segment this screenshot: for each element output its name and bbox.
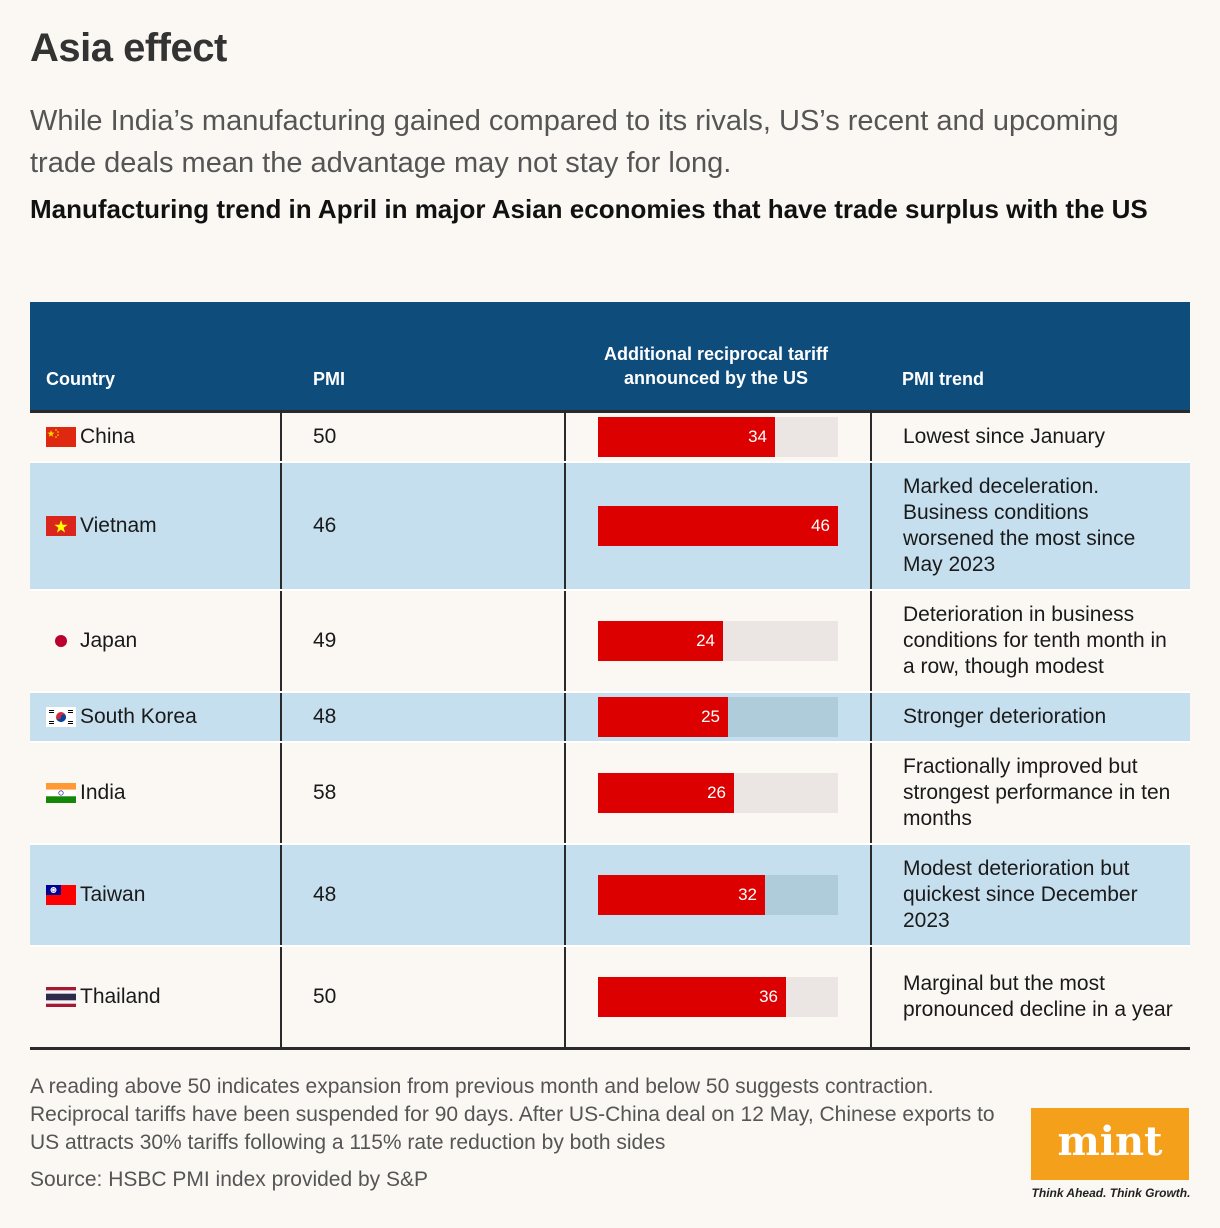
column-divider (870, 591, 872, 691)
column-divider (564, 743, 566, 843)
column-divider (564, 845, 566, 945)
column-header-country: Country (46, 369, 115, 389)
thailand-flag-icon (46, 987, 76, 1007)
subtitle: While India’s manufacturing gained compa… (30, 105, 1119, 179)
country-cell: Thailand (46, 985, 161, 1009)
vietnam-flag-icon (46, 516, 76, 536)
pmi-value: 48 (313, 705, 337, 728)
column-divider (564, 591, 566, 691)
country-name: Taiwan (80, 883, 146, 906)
pmi-value: 46 (313, 514, 337, 537)
tariff-bar-label: 32 (738, 885, 757, 904)
country-cell: Japan (46, 629, 137, 653)
country-name: Thailand (80, 985, 161, 1008)
tariff-bar-label: 24 (696, 631, 715, 650)
logo-tagline: Think Ahead. Think Growth. (1031, 1186, 1191, 1200)
country-cell: Vietnam (46, 514, 157, 538)
column-divider (564, 413, 566, 461)
pmi-value: 50 (313, 425, 337, 448)
column-divider (564, 463, 566, 589)
india-flag-icon (46, 783, 76, 803)
country-cell: Taiwan (46, 883, 145, 907)
tariff-bar-track: 32 (598, 875, 838, 915)
column-divider (280, 413, 282, 461)
country-name: Vietnam (80, 514, 157, 537)
table-row: Japan 49 24 Deterioration in business condi… (30, 591, 1190, 693)
column-divider (870, 845, 872, 945)
tariff-bar-track: 25 (598, 697, 838, 737)
country-name: India (80, 781, 126, 804)
country-name: China (80, 425, 135, 448)
tariff-bar (598, 875, 765, 915)
source-note: Source: HSBC PMI index provided by S&P (30, 1168, 429, 1191)
tariff-bar-label: 36 (759, 987, 778, 1006)
tariff-bar-label: 34 (748, 427, 767, 446)
data-table: Country PMI Additional reciprocal tariff… (30, 302, 1190, 1050)
mint-logo: mint (1031, 1108, 1189, 1180)
table-row: India 58 26 Fractionally improved but stron… (30, 743, 1190, 845)
pmi-value: 49 (313, 629, 337, 652)
pmi-trend: Stronger deterioration (903, 705, 1107, 728)
country-cell: China (46, 425, 135, 449)
tariff-bar-track: 36 (598, 977, 838, 1017)
table-row: China 50 34 Lowest since January (30, 413, 1190, 463)
column-divider (280, 591, 282, 691)
column-divider (280, 845, 282, 945)
column-header-tariff: Additional reciprocal tariff announced b… (603, 344, 829, 388)
taiwan-flag-icon (46, 885, 76, 905)
column-divider (870, 463, 872, 589)
column-header-trend: PMI trend (902, 369, 985, 389)
tariff-bar (598, 977, 786, 1017)
column-divider (870, 413, 872, 461)
column-divider (280, 743, 282, 843)
column-divider (564, 693, 566, 741)
table-row: Taiwan 48 32 Modest deterioration but quick… (30, 845, 1190, 947)
column-divider (564, 947, 566, 1047)
table-body: China 50 34 Lowest since January Vietnam 46 46… (30, 413, 1190, 1050)
table-row: Vietnam 46 46 Marked deceleration. Business… (30, 463, 1190, 591)
country-cell: India (46, 781, 126, 805)
pmi-trend: Modest deterioration but quickest since … (903, 857, 1138, 932)
pmi-trend: Fractionally improved but strongest perf… (903, 755, 1171, 830)
tariff-bar-track: 34 (598, 417, 838, 457)
pmi-value: 48 (313, 883, 337, 906)
column-divider (870, 947, 872, 1047)
china-flag-icon (46, 427, 76, 447)
column-divider (280, 947, 282, 1047)
south-korea-flag-icon (46, 707, 76, 727)
page-title: Asia effect (30, 26, 227, 70)
tariff-bar (598, 417, 775, 457)
column-header-pmi: PMI (313, 369, 346, 389)
tariff-bar-label: 26 (707, 783, 726, 802)
footnote: A reading above 50 indicates expansion f… (30, 1075, 995, 1154)
column-divider (280, 693, 282, 741)
japan-flag-icon (46, 631, 76, 651)
column-divider (280, 463, 282, 589)
pmi-value: 50 (313, 985, 337, 1008)
table-row: Thailand 50 36 Marginal but the most pronou… (30, 947, 1190, 1050)
pmi-trend: Lowest since January (903, 425, 1105, 448)
table-row: South Korea 48 25 Stronger deterioration (30, 693, 1190, 743)
pmi-value: 58 (313, 781, 337, 804)
table-header: Country PMI Additional reciprocal tariff… (30, 302, 1190, 413)
tariff-bar-track: 24 (598, 621, 838, 661)
country-cell: South Korea (46, 705, 197, 729)
tariff-bar (598, 506, 838, 546)
tariff-bar-track: 46 (598, 506, 838, 546)
tariff-bar-label: 25 (701, 707, 720, 726)
pmi-trend: Marginal but the most pronounced decline… (903, 972, 1173, 1021)
tariff-bar-label: 46 (811, 516, 830, 535)
column-divider (870, 693, 872, 741)
pmi-trend: Deterioration in business conditions for… (903, 603, 1167, 678)
tariff-bar-track: 26 (598, 773, 838, 813)
tariff-bar (598, 773, 734, 813)
tariff-bar (598, 697, 728, 737)
country-name: Japan (80, 629, 138, 652)
column-divider (870, 743, 872, 843)
country-name: South Korea (80, 705, 197, 728)
tariff-bar (598, 621, 723, 661)
pmi-trend: Marked deceleration. Business conditions… (903, 475, 1136, 576)
chart-title: Manufacturing trend in April in major As… (30, 194, 1148, 224)
